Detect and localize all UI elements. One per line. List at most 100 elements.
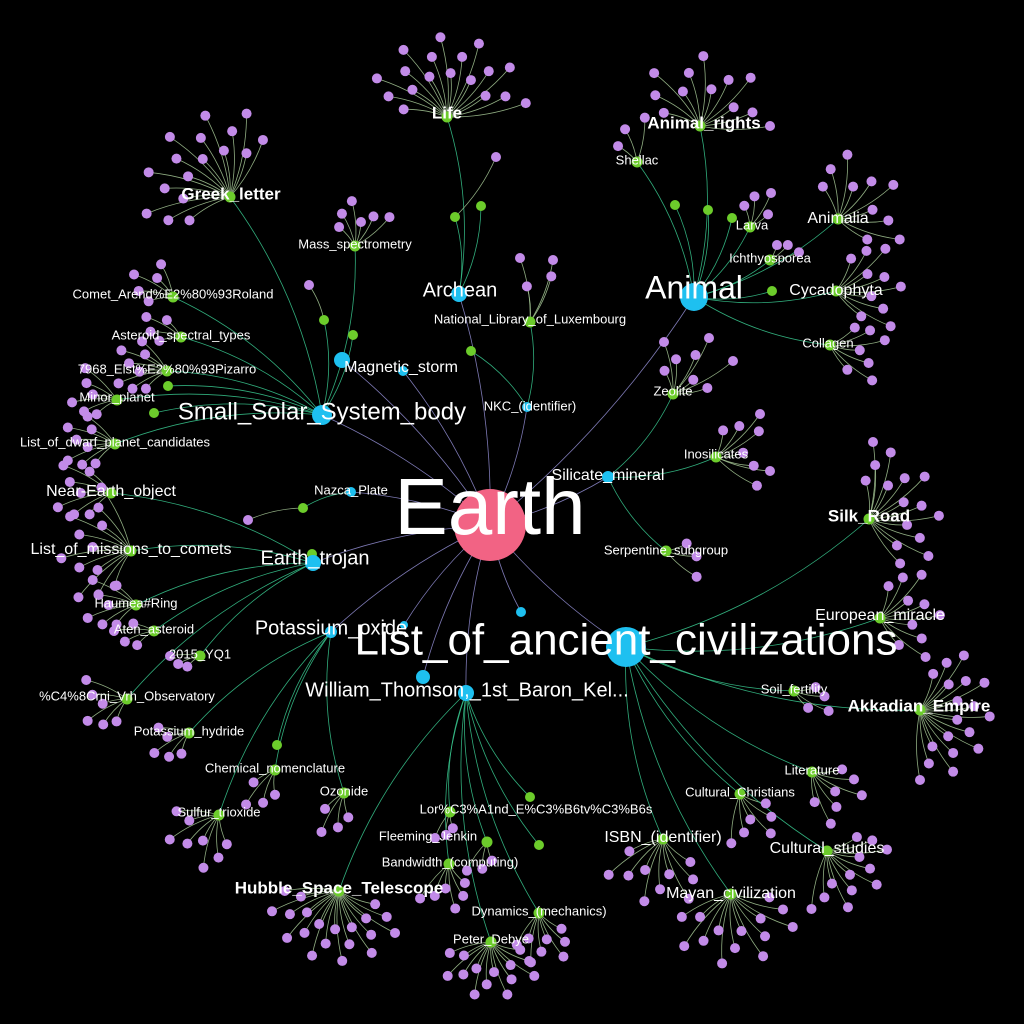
- leaf-node: [655, 884, 666, 895]
- leaf-node: [93, 589, 104, 600]
- edge-sssb-comet: [172, 296, 323, 416]
- edge-potassium-sulfur: [218, 631, 332, 816]
- leaf-node: [116, 345, 127, 356]
- leaf-node: [81, 674, 92, 685]
- edge-leaf-mayan-8: [721, 893, 732, 964]
- leaf-node: [765, 466, 775, 476]
- leaf-node: [867, 204, 878, 215]
- leaf-node: [92, 564, 103, 575]
- hub-label-kelvin: William_Thomson,_1st_Baron_Kel...: [305, 679, 628, 701]
- leaf-node: [897, 572, 908, 583]
- leaf-node: [200, 110, 211, 121]
- leaf-node: [765, 828, 776, 839]
- edge-leaf-animal_rights-5: [699, 56, 706, 127]
- edge-leaf-greek-13: [229, 131, 235, 198]
- edge-leaf-silkroad-2: [868, 452, 892, 520]
- leaf-node: [521, 281, 532, 292]
- leaf-node: [837, 764, 848, 775]
- leaf-node: [64, 476, 75, 487]
- leaf-node: [704, 333, 714, 343]
- category-node: [767, 286, 777, 296]
- leaf-node: [620, 124, 631, 135]
- hub-node-archean: [451, 286, 467, 302]
- leaf-node: [164, 834, 175, 845]
- hub-node-silicate: [602, 471, 614, 483]
- category-node-zeolite: [667, 388, 679, 400]
- category-node-bandwidth: [443, 858, 455, 870]
- leaf-node: [366, 947, 377, 958]
- leaf-node: [93, 502, 104, 513]
- category-node-culturalchr: [734, 788, 746, 800]
- edge-silicate-zeolite: [607, 393, 674, 478]
- edge-trojan-haumea: [135, 562, 314, 606]
- leaf-node: [695, 911, 706, 922]
- category-node-euromiracle: [874, 612, 886, 624]
- leaf-node: [143, 296, 154, 307]
- leaf-node: [730, 943, 741, 954]
- leaf-node: [97, 520, 108, 531]
- leaf-node: [691, 571, 702, 582]
- category-node: [727, 213, 737, 223]
- edge-sssb-massspec: [321, 245, 356, 416]
- leaf-node: [257, 134, 268, 145]
- category-node: [319, 315, 329, 325]
- leaf-node: [477, 863, 488, 874]
- edge-leaf-isbn-5: [643, 838, 664, 902]
- leaf-node: [258, 797, 269, 808]
- leaf-node: [198, 862, 209, 873]
- leaf-node: [481, 979, 492, 990]
- category-node-missions: [125, 545, 137, 557]
- leaf-node: [676, 911, 687, 922]
- leaf-node: [560, 936, 571, 947]
- leaf-node: [384, 212, 395, 223]
- leaf-node: [400, 66, 411, 77]
- leaf-node: [450, 903, 461, 914]
- edge-nkc-national_lib: [526, 321, 535, 408]
- edge-leaf-animalia-5: [837, 184, 894, 220]
- hub-node-potassium: [325, 626, 337, 638]
- leaf-node: [134, 366, 145, 377]
- leaf-node: [755, 409, 765, 419]
- leaf-node: [749, 191, 760, 202]
- edge-leaf-silkroad-5: [868, 476, 925, 520]
- leaf-node: [803, 702, 814, 713]
- leaf-node: [885, 321, 896, 332]
- root-label-earth: Earth: [394, 462, 585, 551]
- edge-trojan-aten: [153, 562, 314, 632]
- leaf-node: [698, 51, 709, 62]
- category-label-euromiracle: European_miracle: [815, 607, 945, 624]
- category-node-asteroid_types: [175, 331, 187, 343]
- edge-animal-animalia: [693, 218, 839, 298]
- leaf-node: [489, 967, 500, 978]
- edge-leaf-culturalchr-5: [730, 793, 741, 844]
- leaf-node: [82, 715, 93, 726]
- edge-extra-leaf-4: [247, 507, 304, 521]
- edge-leaf-greek-16: [229, 139, 264, 198]
- leaf-node: [473, 38, 484, 49]
- leaf-node: [523, 933, 534, 944]
- hub-label-nazca: Nazca_Plate: [314, 482, 388, 497]
- hub-label-ancient: List_of_ancient_civilizations: [355, 616, 898, 665]
- category-node-minor: [111, 394, 123, 406]
- leaf-node: [871, 879, 882, 890]
- leaf-node: [524, 956, 535, 967]
- category-node-silkroad: [863, 513, 875, 525]
- category-label-lorand: Lor%C3%A1nd_E%C3%B6tv%C3%B6s: [420, 801, 653, 816]
- leaf-node: [899, 473, 910, 484]
- leaf-node: [299, 927, 310, 938]
- leaf-node: [90, 458, 101, 469]
- leaf-node: [691, 551, 702, 562]
- category-node-fleeming: [481, 836, 493, 848]
- leaf-node: [860, 475, 871, 486]
- category-node-dynamics: [533, 907, 545, 919]
- leaf-node: [760, 931, 771, 942]
- leaf-node: [82, 411, 93, 422]
- leaf-node: [640, 864, 651, 875]
- leaf-node: [82, 612, 93, 623]
- edge-leaf-animal_rights-8: [699, 77, 751, 127]
- leaf-node: [881, 844, 892, 855]
- leaf-node: [771, 240, 782, 251]
- leaf-node: [941, 657, 952, 668]
- leaf-node: [809, 797, 820, 808]
- category-label-missions: List_of_missions_to_comets: [31, 541, 232, 558]
